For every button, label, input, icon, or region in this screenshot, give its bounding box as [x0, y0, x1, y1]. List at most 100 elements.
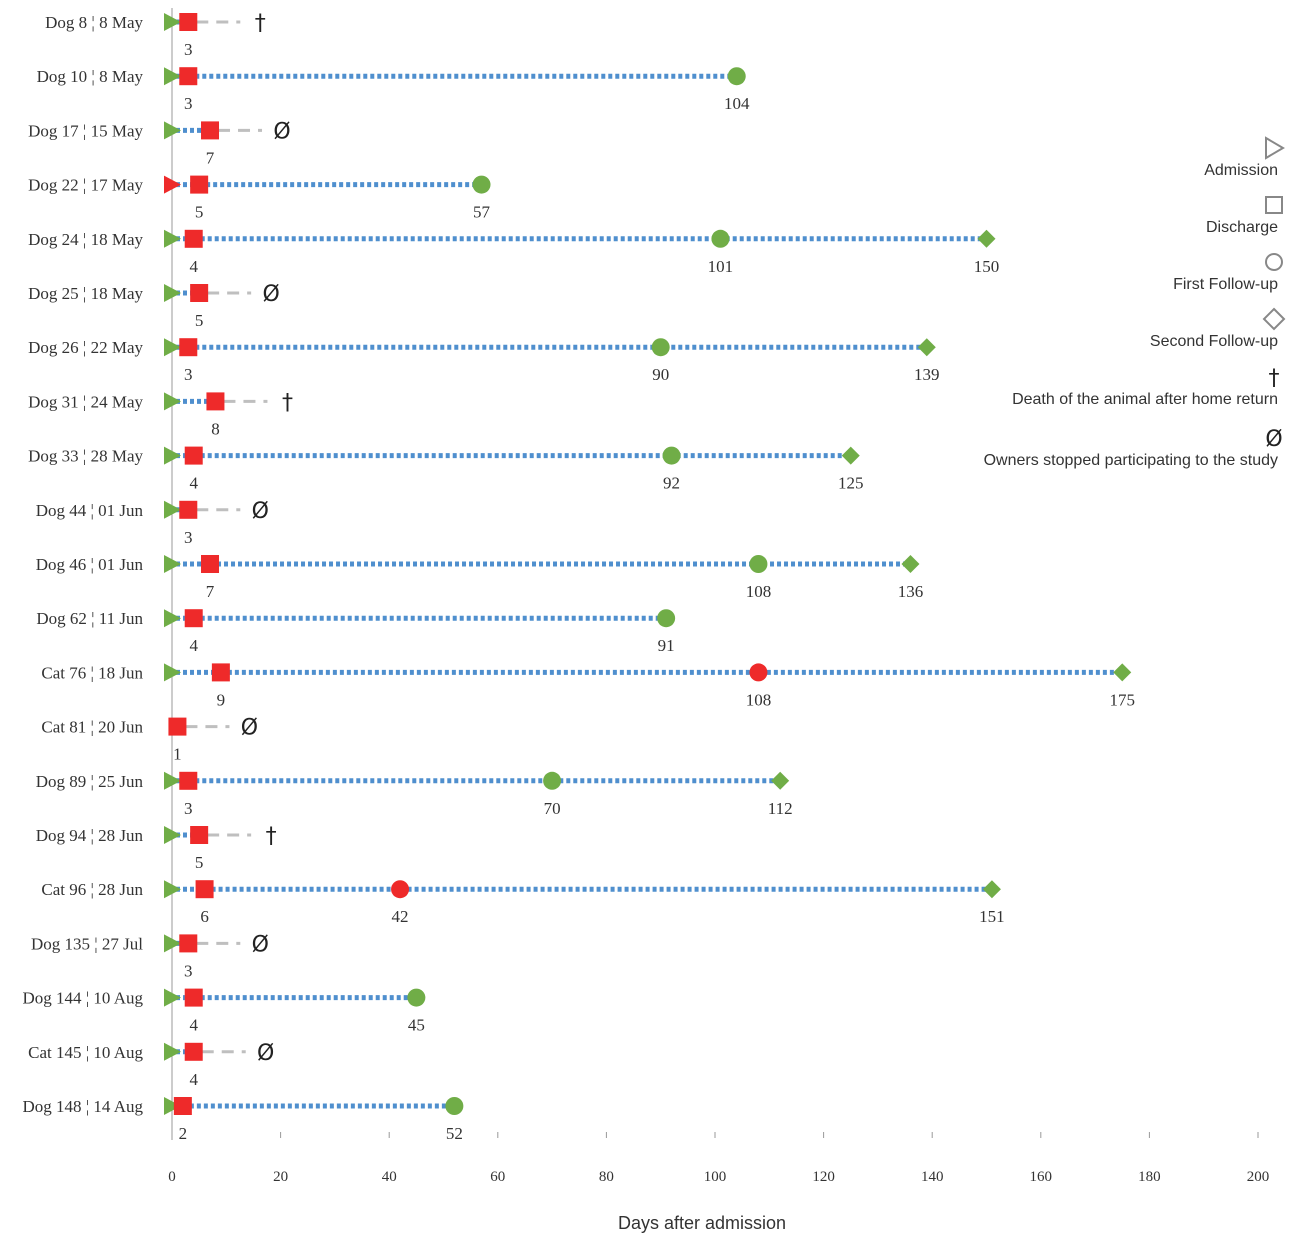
row-label: Dog 89 ¦ 25 Jun: [36, 772, 144, 791]
stopped-legend-icon: Ø: [1265, 427, 1282, 452]
legend-label: Second Follow-up: [1150, 333, 1278, 350]
first-followup-marker: [662, 446, 681, 465]
discharge-marker: [201, 121, 220, 140]
row-label: Dog 8 ¦ 8 May: [45, 13, 143, 32]
row-label: Cat 76 ¦ 18 Jun: [41, 663, 143, 682]
admission-marker: [164, 555, 181, 573]
x-tick-label: 0: [168, 1169, 176, 1185]
stopped-symbol: Ø: [257, 1041, 274, 1066]
death-legend-icon: †: [1269, 366, 1280, 391]
second-followup-marker: [771, 771, 790, 790]
chart-row: Cat 81 ¦ 20 Jun 1 Ø: [41, 716, 258, 764]
discharge-value-label: 3: [184, 40, 193, 59]
discharge-value-label: 4: [189, 474, 198, 493]
second-followup-marker: [917, 338, 936, 357]
discharge-marker: [201, 555, 220, 573]
second-followup-marker: [977, 229, 996, 248]
first-followup-value-label: 92: [663, 474, 680, 493]
x-tick-label: 160: [1030, 1169, 1053, 1185]
second-followup-marker: [982, 880, 1001, 899]
first-followup-marker: [711, 229, 730, 248]
row-label: Dog 135 ¦ 27 Jul: [31, 934, 143, 953]
discharge-value-label: 3: [184, 528, 193, 547]
chart-row: Dog 89 ¦ 25 Jun 3 70 112: [36, 771, 793, 818]
first-followup-marker: [651, 338, 670, 357]
first-followup-marker: [749, 555, 768, 573]
first-followup-value-label: 101: [708, 257, 734, 276]
stopped-symbol: Ø: [241, 716, 258, 741]
chart-row: Dog 44 ¦ 01 Jun 3 Ø: [36, 499, 269, 547]
x-tick-label: 120: [812, 1169, 835, 1185]
discharge-value-label: 3: [184, 961, 193, 980]
admission-marker: [164, 13, 181, 31]
first-followup-value-label: 104: [724, 94, 750, 113]
second-followup-value-label: 150: [974, 257, 1000, 276]
admission-marker: [164, 663, 181, 682]
row-label: Dog 46 ¦ 01 Jun: [36, 555, 144, 574]
stopped-symbol: Ø: [273, 119, 290, 144]
row-label: Dog 25 ¦ 18 May: [28, 284, 143, 303]
row-label: Dog 17 ¦ 15 May: [28, 121, 143, 140]
row-label: Dog 31 ¦ 24 May: [28, 392, 143, 411]
admission-legend-icon: [1265, 136, 1285, 160]
chart-row: Dog 62 ¦ 11 Jun 4 91: [36, 609, 676, 655]
row-label: Dog 22 ¦ 17 May: [28, 176, 143, 195]
discharge-marker: [184, 446, 203, 465]
row-label: Dog 44 ¦ 01 Jun: [36, 501, 144, 520]
first-followup-value-label: 42: [392, 907, 409, 926]
discharge-marker: [179, 500, 198, 519]
discharge-value-label: 3: [184, 94, 193, 113]
x-axis-title: Days after admission: [618, 1213, 786, 1233]
discharge-value-label: 6: [200, 907, 209, 926]
chart-row: Cat 145 ¦ 10 Aug 4 Ø: [28, 1041, 274, 1089]
first-followup-marker: [749, 663, 768, 682]
discharge-marker: [179, 934, 198, 953]
admission-marker: [164, 880, 181, 899]
discharge-marker: [184, 229, 203, 248]
first-followup-marker: [407, 988, 426, 1007]
admission-marker: [164, 988, 181, 1007]
discharge-value-label: 4: [189, 1016, 198, 1035]
discharge-value-label: 7: [206, 148, 215, 167]
legend-item: †Death of the animal after home return: [1012, 366, 1279, 408]
death-symbol: †: [266, 824, 277, 849]
row-label: Dog 94 ¦ 28 Jun: [36, 826, 144, 845]
row-label: Dog 24 ¦ 18 May: [28, 230, 143, 249]
admission-marker: [164, 771, 181, 790]
discharge-marker: [190, 826, 209, 844]
chart-row: Dog 10 ¦ 8 May 3 104: [37, 67, 750, 113]
discharge-value-label: 4: [189, 257, 198, 276]
second-followup-marker: [1113, 663, 1132, 682]
row-label: Cat 145 ¦ 10 Aug: [28, 1043, 143, 1062]
legend-item: First Follow-up: [1173, 253, 1283, 293]
admission-marker: [164, 446, 181, 465]
second-followup-value-label: 151: [979, 907, 1005, 926]
second-followup-value-label: 175: [1110, 690, 1136, 709]
first-followup-value-label: 70: [544, 799, 561, 818]
second-followup-value-label: 139: [914, 365, 940, 384]
discharge-marker: [190, 284, 209, 302]
legend-label: Death of the animal after home return: [1012, 391, 1278, 408]
x-tick-label: 200: [1247, 1169, 1270, 1185]
row-label: Dog 10 ¦ 8 May: [37, 67, 144, 86]
row-label: Cat 81 ¦ 20 Jun: [41, 718, 143, 737]
chart-row: Dog 144 ¦ 10 Aug 4 45: [22, 988, 426, 1035]
legend-item: Second Follow-up: [1150, 307, 1286, 350]
first-followup-legend-icon: [1265, 253, 1283, 271]
legend-item: Admission: [1204, 136, 1285, 179]
admission-marker: [164, 1097, 181, 1115]
discharge-legend-icon: [1265, 196, 1283, 214]
discharge-marker: [190, 175, 209, 194]
first-followup-marker: [445, 1097, 464, 1115]
discharge-marker: [184, 1042, 203, 1061]
discharge-value-label: 3: [184, 365, 193, 384]
row-label: Cat 96 ¦ 28 Jun: [41, 880, 143, 899]
discharge-marker: [211, 663, 230, 682]
stopped-symbol: Ø: [252, 499, 269, 524]
chart-row: Dog 8 ¦ 8 May 3 †: [45, 11, 266, 59]
admission-marker: [164, 175, 181, 194]
admission-marker: [164, 500, 181, 519]
x-tick-label: 140: [921, 1169, 944, 1185]
first-followup-marker: [727, 67, 746, 86]
